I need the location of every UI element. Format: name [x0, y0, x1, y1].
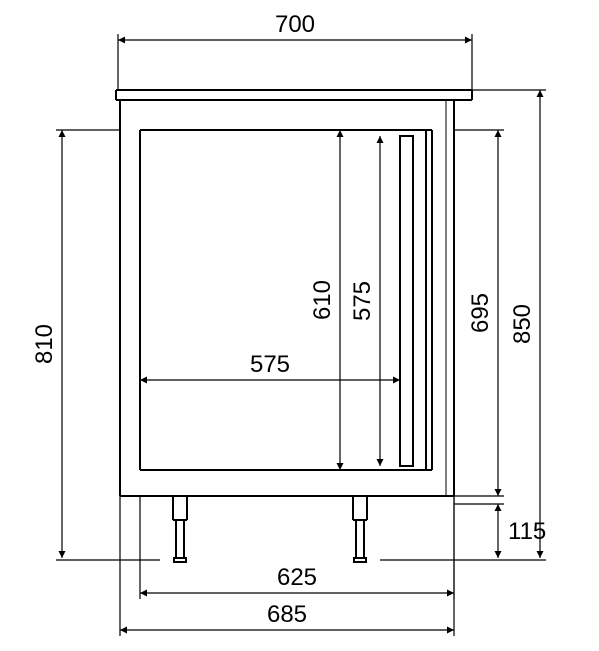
dim-575h-label: 575 — [349, 281, 376, 321]
cabinet-outline — [116, 90, 472, 562]
dim-695-label: 695 — [467, 293, 494, 333]
dim-850-label: 850 — [509, 304, 536, 344]
dim-685: 685 — [120, 601, 454, 634]
dim-625-label: 625 — [277, 564, 317, 591]
dim-115: 115 — [495, 504, 547, 558]
dim-700: 700 — [118, 11, 472, 44]
dim-575w: 575 — [140, 351, 400, 384]
dimensions: 700 810 575 610 575 695 850 115 625 685 — [31, 11, 546, 636]
dim-610: 610 — [309, 130, 344, 470]
dim-115-label: 115 — [508, 518, 546, 545]
dim-695: 695 — [467, 130, 502, 496]
dim-575h: 575 — [349, 136, 384, 466]
dim-610-label: 610 — [309, 280, 336, 320]
dim-810-label: 810 — [31, 324, 58, 364]
dim-685-label: 685 — [267, 601, 307, 628]
dim-810: 810 — [31, 130, 66, 558]
dim-700-label: 700 — [275, 11, 315, 38]
dim-575w-label: 575 — [250, 351, 290, 378]
dim-625: 625 — [140, 564, 454, 597]
dim-850: 850 — [509, 90, 544, 558]
